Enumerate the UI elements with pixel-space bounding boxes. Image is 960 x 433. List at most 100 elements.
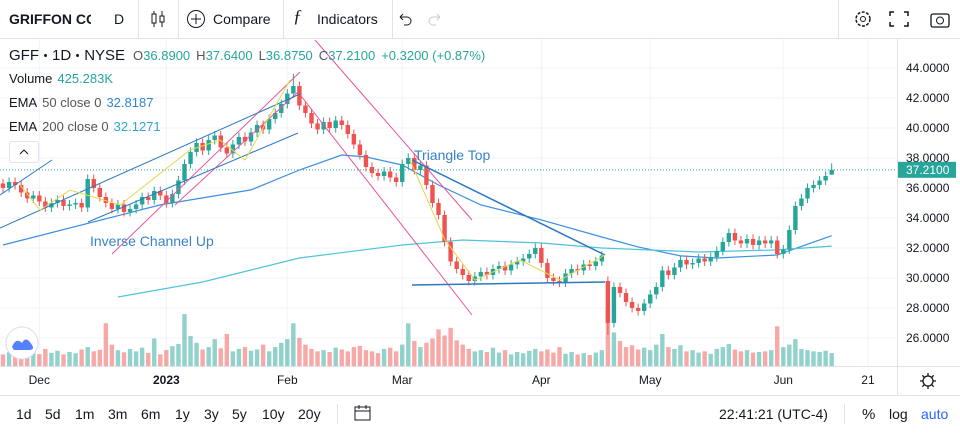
range-button[interactable]: 1y [175, 406, 190, 422]
indicators[interactable]: Indicators [317, 11, 378, 27]
volume-bar [623, 347, 629, 366]
volume-bar [309, 348, 314, 366]
candle-body [339, 120, 344, 125]
volume-bar [545, 349, 550, 366]
volume-bar [702, 351, 707, 366]
triangle-line [411, 159, 606, 256]
ticker: GFF [9, 47, 39, 64]
x-tick-label: Jun [774, 373, 793, 387]
volume-bar [684, 351, 689, 366]
symbol[interactable]: GRIFFON CO [9, 11, 91, 27]
range-button[interactable]: 5y [232, 406, 247, 422]
range-button[interactable]: 10y [262, 406, 285, 422]
candle-body [762, 240, 768, 244]
range-button[interactable]: 6m [141, 406, 161, 422]
volume-bar [654, 344, 659, 366]
volume-bar [611, 332, 617, 366]
volume-bar [424, 342, 429, 366]
candle-body [756, 240, 762, 245]
range-button[interactable]: 1m [75, 406, 95, 422]
auto-toggle[interactable]: auto [921, 406, 949, 422]
candle-body [720, 241, 726, 251]
log-toggle[interactable]: log [889, 406, 908, 422]
candle-body [381, 171, 387, 176]
candle-body [351, 133, 357, 145]
candle-body [400, 163, 405, 182]
volume-bar [726, 344, 732, 366]
candle-body [738, 240, 744, 244]
volume-bar [85, 347, 90, 366]
volume-bar [61, 354, 66, 366]
legend-ema200: EMA 200 close 0 32.1271 [9, 119, 161, 134]
range-button[interactable]: 1d [16, 406, 32, 422]
volume-bar [617, 340, 623, 366]
range-button[interactable]: 5d [45, 406, 61, 422]
ema-line [117, 239, 832, 298]
volume-bar [466, 348, 471, 366]
right-icons[interactable] [852, 8, 952, 30]
volume-bar [273, 347, 278, 366]
candle-body [357, 144, 363, 155]
chart-type-icon[interactable] [150, 9, 166, 29]
collapse-button[interactable] [9, 141, 39, 163]
candle-body [817, 180, 822, 185]
x-tick-label: 2023 [153, 373, 180, 387]
volume-bar [194, 342, 199, 366]
volume-bar [648, 350, 653, 366]
volume-bar [291, 323, 296, 366]
blue-channel-line [0, 93, 301, 229]
candle-body [97, 187, 103, 197]
volume-bar [387, 347, 393, 366]
volume-bar [666, 347, 671, 366]
undo-redo[interactable] [396, 10, 450, 28]
volume-bar [460, 344, 465, 366]
volume-bar [787, 344, 792, 366]
candle-body [387, 171, 393, 178]
volume-bar [73, 353, 78, 366]
volume-bar [539, 351, 544, 366]
candle-body [744, 238, 750, 244]
candle-body [424, 165, 429, 185]
range-button[interactable]: 3m [108, 406, 128, 422]
interval[interactable]: D [114, 11, 125, 27]
volume-bar [18, 353, 24, 366]
candle-body [170, 193, 175, 203]
candle-body [321, 121, 326, 130]
settings-icon[interactable] [918, 371, 938, 391]
candle-body [206, 139, 211, 151]
percent-toggle[interactable]: % [862, 406, 876, 423]
volume-bar [206, 347, 211, 366]
volume-bar [563, 353, 568, 366]
candle-body [520, 258, 526, 262]
volume-bar [454, 340, 459, 366]
candle-body [551, 277, 556, 281]
candle-body [611, 286, 617, 323]
compare-icon[interactable] [186, 9, 206, 29]
volume-bar [768, 350, 774, 366]
candle-body [121, 204, 127, 212]
candle-body [315, 123, 320, 130]
volume-bar [260, 344, 266, 366]
volume-bar [200, 349, 205, 366]
drawings [0, 39, 606, 316]
volume-bar [115, 350, 121, 366]
volume-bar [188, 336, 193, 366]
range-button[interactable]: 3y [204, 406, 219, 422]
volume-bar [641, 347, 647, 366]
indicators-icon[interactable]: ƒ [293, 6, 302, 26]
candle-body [345, 124, 350, 134]
volume-bar [218, 348, 223, 366]
volume-bar [805, 350, 810, 366]
volume-bar [182, 314, 187, 366]
candle-body [67, 204, 72, 206]
candle-body [768, 240, 774, 244]
range-button[interactable]: 20y [298, 406, 321, 422]
triangle-line [411, 281, 606, 286]
candle-body [660, 270, 665, 287]
compare[interactable]: Compare [213, 11, 271, 27]
volume-bar [97, 349, 103, 366]
candle-body [508, 264, 514, 271]
calendar[interactable] [337, 400, 377, 428]
candle-body [164, 195, 169, 203]
